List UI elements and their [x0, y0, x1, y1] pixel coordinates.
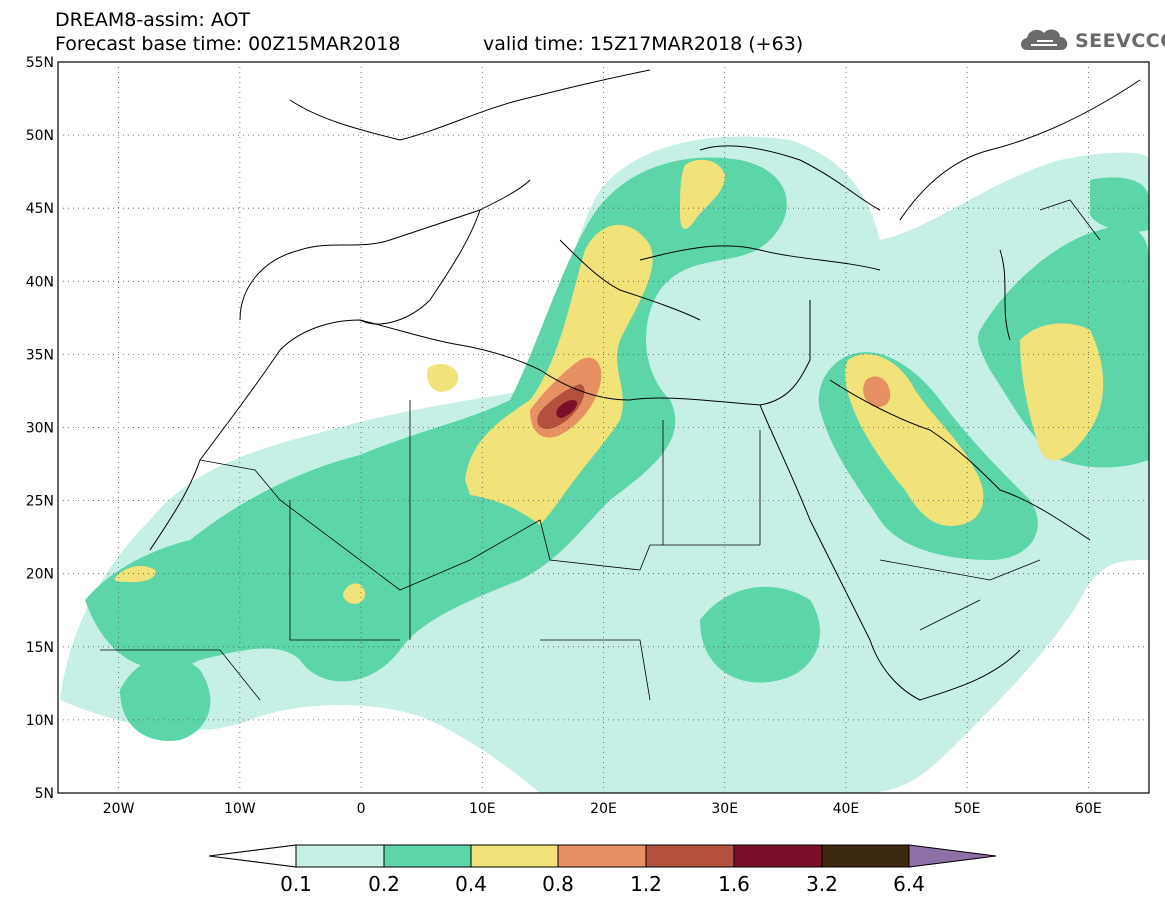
lat-label: 35N	[26, 347, 54, 363]
colorbar-swatch	[733, 844, 823, 868]
grid	[58, 62, 1149, 793]
seevccc-logo: SEEVCCC	[1017, 22, 1165, 56]
colorbar-swatch	[383, 844, 472, 868]
colorbar-label: 6.4	[893, 872, 925, 896]
cloud-icon	[1021, 29, 1068, 50]
logo-text: SEEVCCC	[1075, 30, 1165, 52]
lat-label: 5N	[35, 786, 54, 802]
colorbar-label: 1.2	[630, 872, 662, 896]
lat-label: 15N	[26, 640, 54, 656]
lat-label: 55N	[26, 55, 54, 71]
valid-time: valid time: 15Z17MAR2018 (+63)	[483, 33, 804, 55]
colorbar-label: 0.1	[280, 872, 312, 896]
lon-label: 60E	[1075, 801, 1102, 817]
colorbar-labels: 0.1 0.2 0.4 0.8 1.2 1.6 3.2 6.4	[280, 872, 925, 896]
borders	[100, 199, 1101, 701]
lat-label: 20N	[26, 567, 54, 583]
map-title: DREAM8-assim: AOT	[55, 9, 251, 31]
lat-label: 50N	[26, 128, 54, 144]
lat-label: 45N	[26, 201, 54, 217]
lat-label: 40N	[26, 274, 54, 290]
colorbar-swatch	[470, 844, 559, 868]
lat-labels: 55N 50N 45N 40N 35N 30N 25N 20N 15N 10N 5N	[26, 55, 54, 802]
colorbar-swatch	[645, 844, 735, 868]
colorbar-label: 3.2	[806, 872, 838, 896]
colorbar-swatch	[821, 844, 910, 868]
aot-level-1-6	[556, 400, 578, 418]
lon-label: 50E	[954, 801, 981, 817]
colorbar-label: 0.8	[542, 872, 574, 896]
colorbar: 0.1 0.2 0.4 0.8 1.2 1.6 3.2 6.4	[208, 844, 997, 896]
colorbar-swatch	[557, 844, 647, 868]
colorbar-label: 1.6	[718, 872, 750, 896]
lon-label: 20E	[590, 801, 617, 817]
lon-label: 0	[357, 801, 366, 817]
colorbar-swatch	[295, 844, 385, 868]
coastlines	[149, 69, 1141, 701]
colorbar-high-arrow	[908, 844, 997, 868]
aot-field	[60, 136, 1149, 793]
lon-labels: 20W 10W 0 10E 20E 30E 40E 50E 60E	[103, 801, 1102, 817]
lat-label: 10N	[26, 713, 54, 729]
lon-label: 40E	[833, 801, 860, 817]
lat-label: 25N	[26, 494, 54, 510]
lon-label: 10W	[224, 801, 256, 817]
lon-label: 10E	[469, 801, 496, 817]
colorbar-label: 0.2	[368, 872, 400, 896]
lat-label: 30N	[26, 421, 54, 437]
colorbar-low-arrow	[208, 844, 297, 868]
colorbar-label: 0.4	[455, 872, 487, 896]
lon-label: 30E	[711, 801, 738, 817]
forecast-base-time: Forecast base time: 00Z15MAR2018	[55, 33, 401, 55]
lon-label: 20W	[103, 801, 135, 817]
